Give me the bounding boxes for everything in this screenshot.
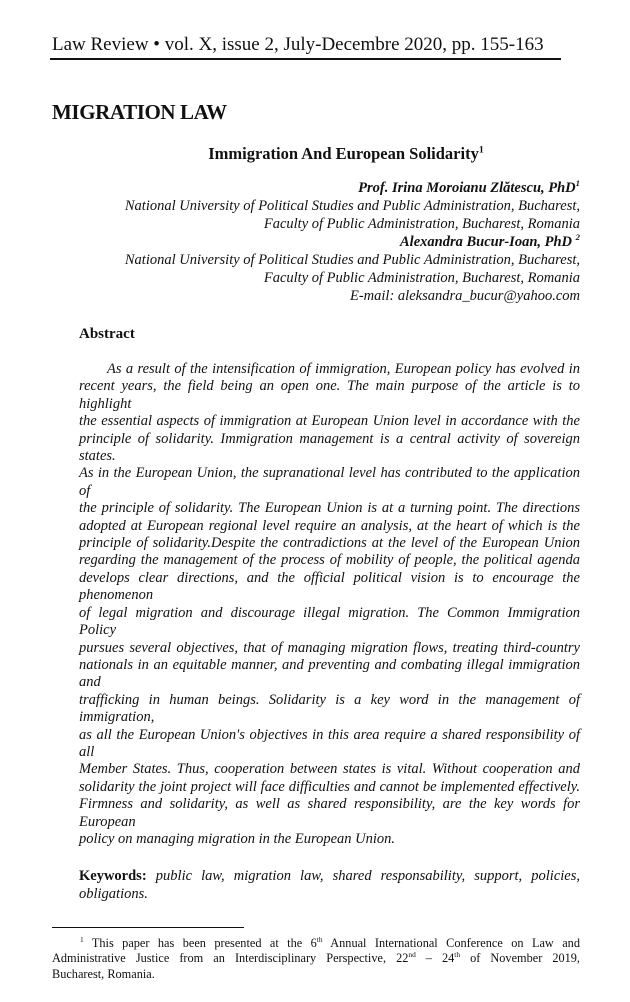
article-title-text: Immigration And European Solidarity (208, 144, 479, 163)
footnote-text: Administrative Justice from an Interdisc… (52, 951, 409, 966)
abstract-line: recent years, the field being an open on… (79, 378, 580, 412)
header-rule (50, 58, 561, 60)
author-email[interactable]: E-mail: aleksandra_bucur@yahoo.com (350, 288, 580, 304)
abstract-line: Firmness and solidarity, as well as shar… (79, 796, 580, 830)
author-block: Prof. Irina Moroianu Zlătescu, PhD1 Nati… (52, 179, 580, 305)
keywords-list: public law, migration law, shared respon… (155, 868, 580, 885)
author-name: Prof. Irina Moroianu Zlătescu, PhD1 (52, 179, 580, 197)
author-affiliation: National University of Political Studies… (124, 252, 580, 268)
abstract-line: the essential aspects of immigration at … (79, 413, 580, 430)
abstract-line: As a result of the intensification of im… (107, 361, 580, 377)
footnote: 1 This paper has been presented at the 6… (52, 936, 580, 982)
abstract-line: policy on managing migration in the Euro… (79, 830, 396, 847)
abstract-line: As in the European Union, the supranatio… (79, 465, 580, 499)
footnote-text: Annual International Conference on Law a… (322, 936, 580, 951)
footnote-sup: nd (408, 950, 416, 960)
footnote-rule (52, 927, 244, 929)
footnote-text: – 24 (415, 951, 455, 966)
abstract-line: nationals in an equitable manner, and pr… (79, 656, 580, 691)
abstract-line: regarding the management of the process … (79, 552, 580, 569)
abstract-line: trafficking in human beings. Solidarity … (79, 691, 580, 726)
author-affiliation: National University of Political Studies… (124, 198, 580, 214)
keywords-label: Keywords (79, 868, 142, 885)
article-title: Immigration And European Solidarity1 (52, 144, 580, 164)
author-name: Alexandra Bucur-Ioan, PhD 2 (52, 233, 580, 251)
author-footnote-mark[interactable]: 1 (575, 178, 580, 189)
footnote-text: of November 2019, (460, 951, 581, 966)
author-footnote-mark[interactable]: 2 (575, 232, 580, 243)
abstract-line: the principle of solidarity. The Europea… (79, 500, 580, 517)
footnote-text: This paper has been presented at the 6 (83, 936, 317, 951)
abstract-line: principle of solidarity. Immigration man… (79, 430, 580, 465)
abstract-line: pursues several objectives, that of mana… (79, 639, 580, 656)
abstract-line: Member States. Thus, cooperation between… (79, 761, 580, 778)
title-footnote-mark[interactable]: 1 (478, 144, 484, 156)
keywords-list-cont: obligations. (79, 885, 148, 902)
author-affiliation: Faculty of Public Administration, Buchar… (263, 216, 580, 232)
footnote-text: Bucharest, Romania. (52, 966, 155, 981)
abstract-body: As a result of the intensification of im… (79, 361, 580, 848)
author-name-text: Prof. Irina Moroianu Zlătescu, PhD (358, 180, 576, 196)
abstract-line: principle of solidarity.Despite the cont… (79, 535, 580, 552)
journal-header: Law Review • vol. X, issue 2, July-Decem… (52, 34, 544, 55)
section-title: MIGRATION LAW (52, 100, 227, 124)
keywords-colon: : (141, 868, 147, 885)
abstract-line: solidarity the joint project will face d… (79, 778, 580, 795)
abstract-line: of legal migration and discourage illega… (79, 604, 580, 639)
author-affiliation: Faculty of Public Administration, Buchar… (263, 270, 580, 286)
abstract-heading: Abstract (79, 326, 135, 342)
abstract-line: adopted at European regional level requi… (79, 517, 580, 534)
author-name-text: Alexandra Bucur-Ioan, PhD (400, 234, 576, 250)
abstract-line: as all the European Union's objectives i… (79, 726, 580, 760)
abstract-line: develops clear directions, and the offic… (79, 569, 580, 604)
keywords: Keywords: public law, migration law, sha… (79, 868, 580, 903)
